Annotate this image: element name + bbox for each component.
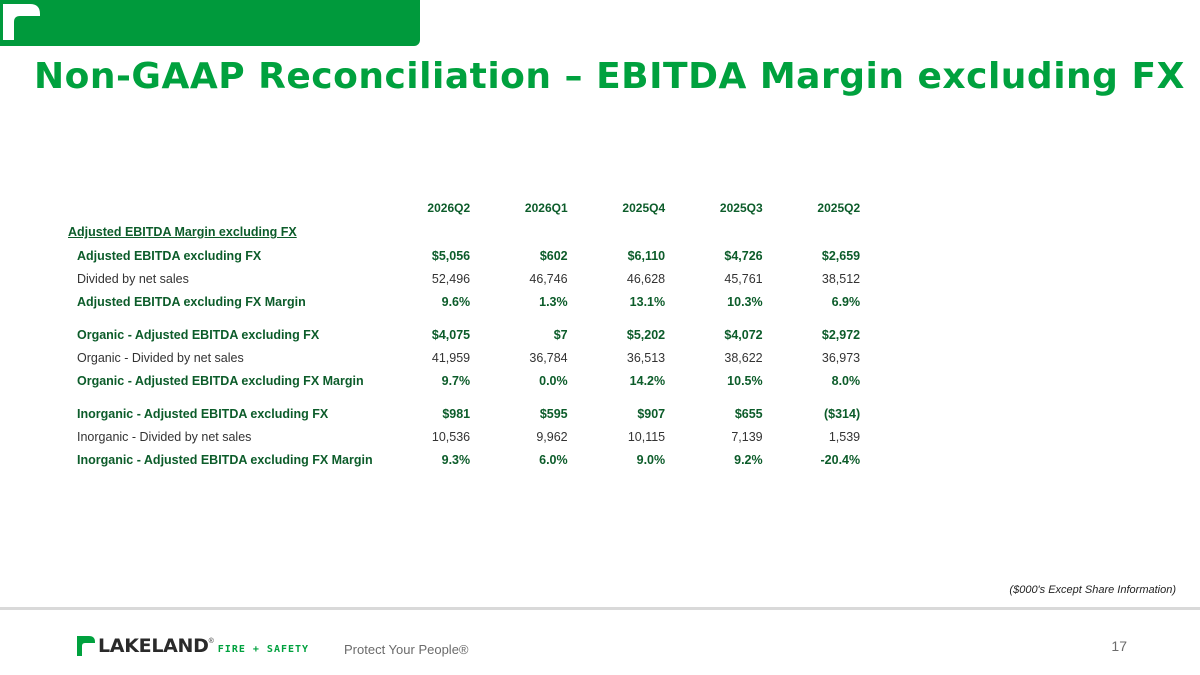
column-header: 2025Q4	[622, 201, 666, 215]
column-header: 2026Q1	[524, 201, 568, 215]
table-cell: $655	[734, 406, 763, 421]
table-cell: 36,513	[626, 350, 666, 365]
row-label: Divided by net sales	[77, 271, 189, 286]
table-cell: -20.4%	[820, 452, 861, 467]
table-cell: 9.0%	[636, 452, 666, 467]
section-header-row: Adjusted EBITDA Margin excluding FX	[62, 220, 860, 244]
row-label: Inorganic - Adjusted EBITDA excluding FX…	[77, 452, 373, 467]
table-cell: 9.2%	[734, 452, 763, 467]
row-label: Organic - Adjusted EBITDA excluding FX M…	[77, 373, 364, 388]
table-cell: 41,959	[431, 350, 471, 365]
table-cell: 10.3%	[727, 294, 763, 309]
table-cell: $7	[553, 327, 568, 342]
leaf-logo-icon	[77, 636, 95, 656]
table-row: Adjusted EBITDA excluding FX Margin 9.6%…	[62, 290, 860, 313]
table-cell: 0.0%	[539, 373, 568, 388]
table-row: Organic - Adjusted EBITDA excluding FX $…	[62, 323, 860, 346]
table-cell: 6.0%	[539, 452, 568, 467]
row-spacer	[62, 313, 860, 323]
table-cell: 36,973	[821, 350, 861, 365]
spacer-cell	[62, 392, 860, 402]
footnote: ($000's Except Share Information)	[1009, 584, 1176, 596]
table-header-row: 2026Q2 2026Q1 2025Q4 2025Q3 2025Q2	[62, 196, 860, 220]
row-label: Organic - Adjusted EBITDA excluding FX	[77, 327, 320, 342]
row-label: Inorganic - Adjusted EBITDA excluding FX	[77, 406, 329, 421]
section-title: Adjusted EBITDA Margin excluding FX	[68, 225, 297, 239]
table-cell: 7,139	[731, 429, 763, 444]
table-row: Organic - Adjusted EBITDA excluding FX M…	[62, 369, 860, 392]
table-cell: 9.3%	[441, 452, 471, 467]
table-cell: $595	[539, 406, 568, 421]
table-row: Inorganic - Divided by net sales 10,536 …	[62, 425, 860, 448]
table-row: Inorganic - Adjusted EBITDA excluding FX…	[62, 402, 860, 425]
table-cell: 36,784	[529, 350, 568, 365]
table-cell: $6,110	[627, 248, 666, 263]
row-label: Inorganic - Divided by net sales	[77, 429, 252, 444]
logo-registered-mark: ®	[208, 638, 214, 645]
table-cell: $907	[637, 406, 666, 421]
table-cell: $4,072	[724, 327, 763, 342]
table-row: Organic - Divided by net sales 41,959 36…	[62, 346, 860, 369]
table-cell: 1.3%	[539, 294, 568, 309]
table-cell: 13.1%	[629, 294, 666, 309]
row-spacer	[62, 392, 860, 402]
table-cell: $5,056	[431, 248, 471, 263]
table-cell: $602	[539, 248, 568, 263]
logo-subtext: FIRE + SAFETY	[217, 643, 310, 655]
leaf-logo-icon	[3, 4, 40, 40]
table-row: Adjusted EBITDA excluding FX $5,056 $602…	[62, 244, 860, 267]
row-label: Organic - Divided by net sales	[77, 350, 244, 365]
logo-wordmark: LAKELAND	[98, 635, 209, 657]
table-row: Divided by net sales 52,496 46,746 46,62…	[62, 267, 860, 290]
column-header: 2025Q3	[719, 201, 763, 215]
column-header: 2026Q2	[427, 201, 471, 215]
row-label: Adjusted EBITDA excluding FX Margin	[77, 294, 306, 309]
table-cell: $981	[442, 406, 471, 421]
table-cell: 9,962	[536, 429, 568, 444]
table-cell: 10,536	[431, 429, 471, 444]
page-number: 17	[1111, 638, 1127, 654]
row-label: Adjusted EBITDA excluding FX	[77, 248, 262, 263]
table-cell: 8.0%	[831, 373, 861, 388]
table-row: Inorganic - Adjusted EBITDA excluding FX…	[62, 448, 860, 471]
table-cell: $2,659	[821, 248, 861, 263]
table-cell: 38,512	[821, 271, 861, 286]
table-cell: 38,622	[724, 350, 763, 365]
column-header: 2025Q2	[817, 201, 861, 215]
spacer-cell	[62, 313, 860, 323]
table-cell: 14.2%	[629, 373, 666, 388]
table-cell: $4,726	[724, 248, 763, 263]
footer-divider	[0, 607, 1200, 610]
table-cell: 46,746	[529, 271, 568, 286]
reconciliation-table: 2026Q2 2026Q1 2025Q4 2025Q3 2025Q2 Adjus…	[62, 196, 860, 471]
table-cell: $2,972	[821, 327, 861, 342]
table-cell: 6.9%	[831, 294, 861, 309]
table-cell: 45,761	[724, 271, 763, 286]
table-cell: ($314)	[823, 406, 861, 421]
table-cell: $4,075	[431, 327, 471, 342]
table-cell: 9.6%	[441, 294, 471, 309]
company-logo: LAKELAND ® FIRE + SAFETY	[76, 633, 309, 659]
header-label-cell	[62, 196, 373, 220]
page-title: Non-GAAP Reconciliation – EBITDA Margin …	[34, 56, 1185, 97]
table-cell: 10.5%	[727, 373, 763, 388]
table-cell: 9.7%	[441, 373, 471, 388]
table-cell: 52,496	[431, 271, 471, 286]
table-cell: 10,115	[627, 429, 666, 444]
tagline: Protect Your People®	[344, 642, 469, 657]
top-banner	[0, 0, 420, 46]
table-cell: $5,202	[626, 327, 666, 342]
table-cell: 46,628	[626, 271, 666, 286]
table-cell: 1,539	[828, 429, 861, 444]
